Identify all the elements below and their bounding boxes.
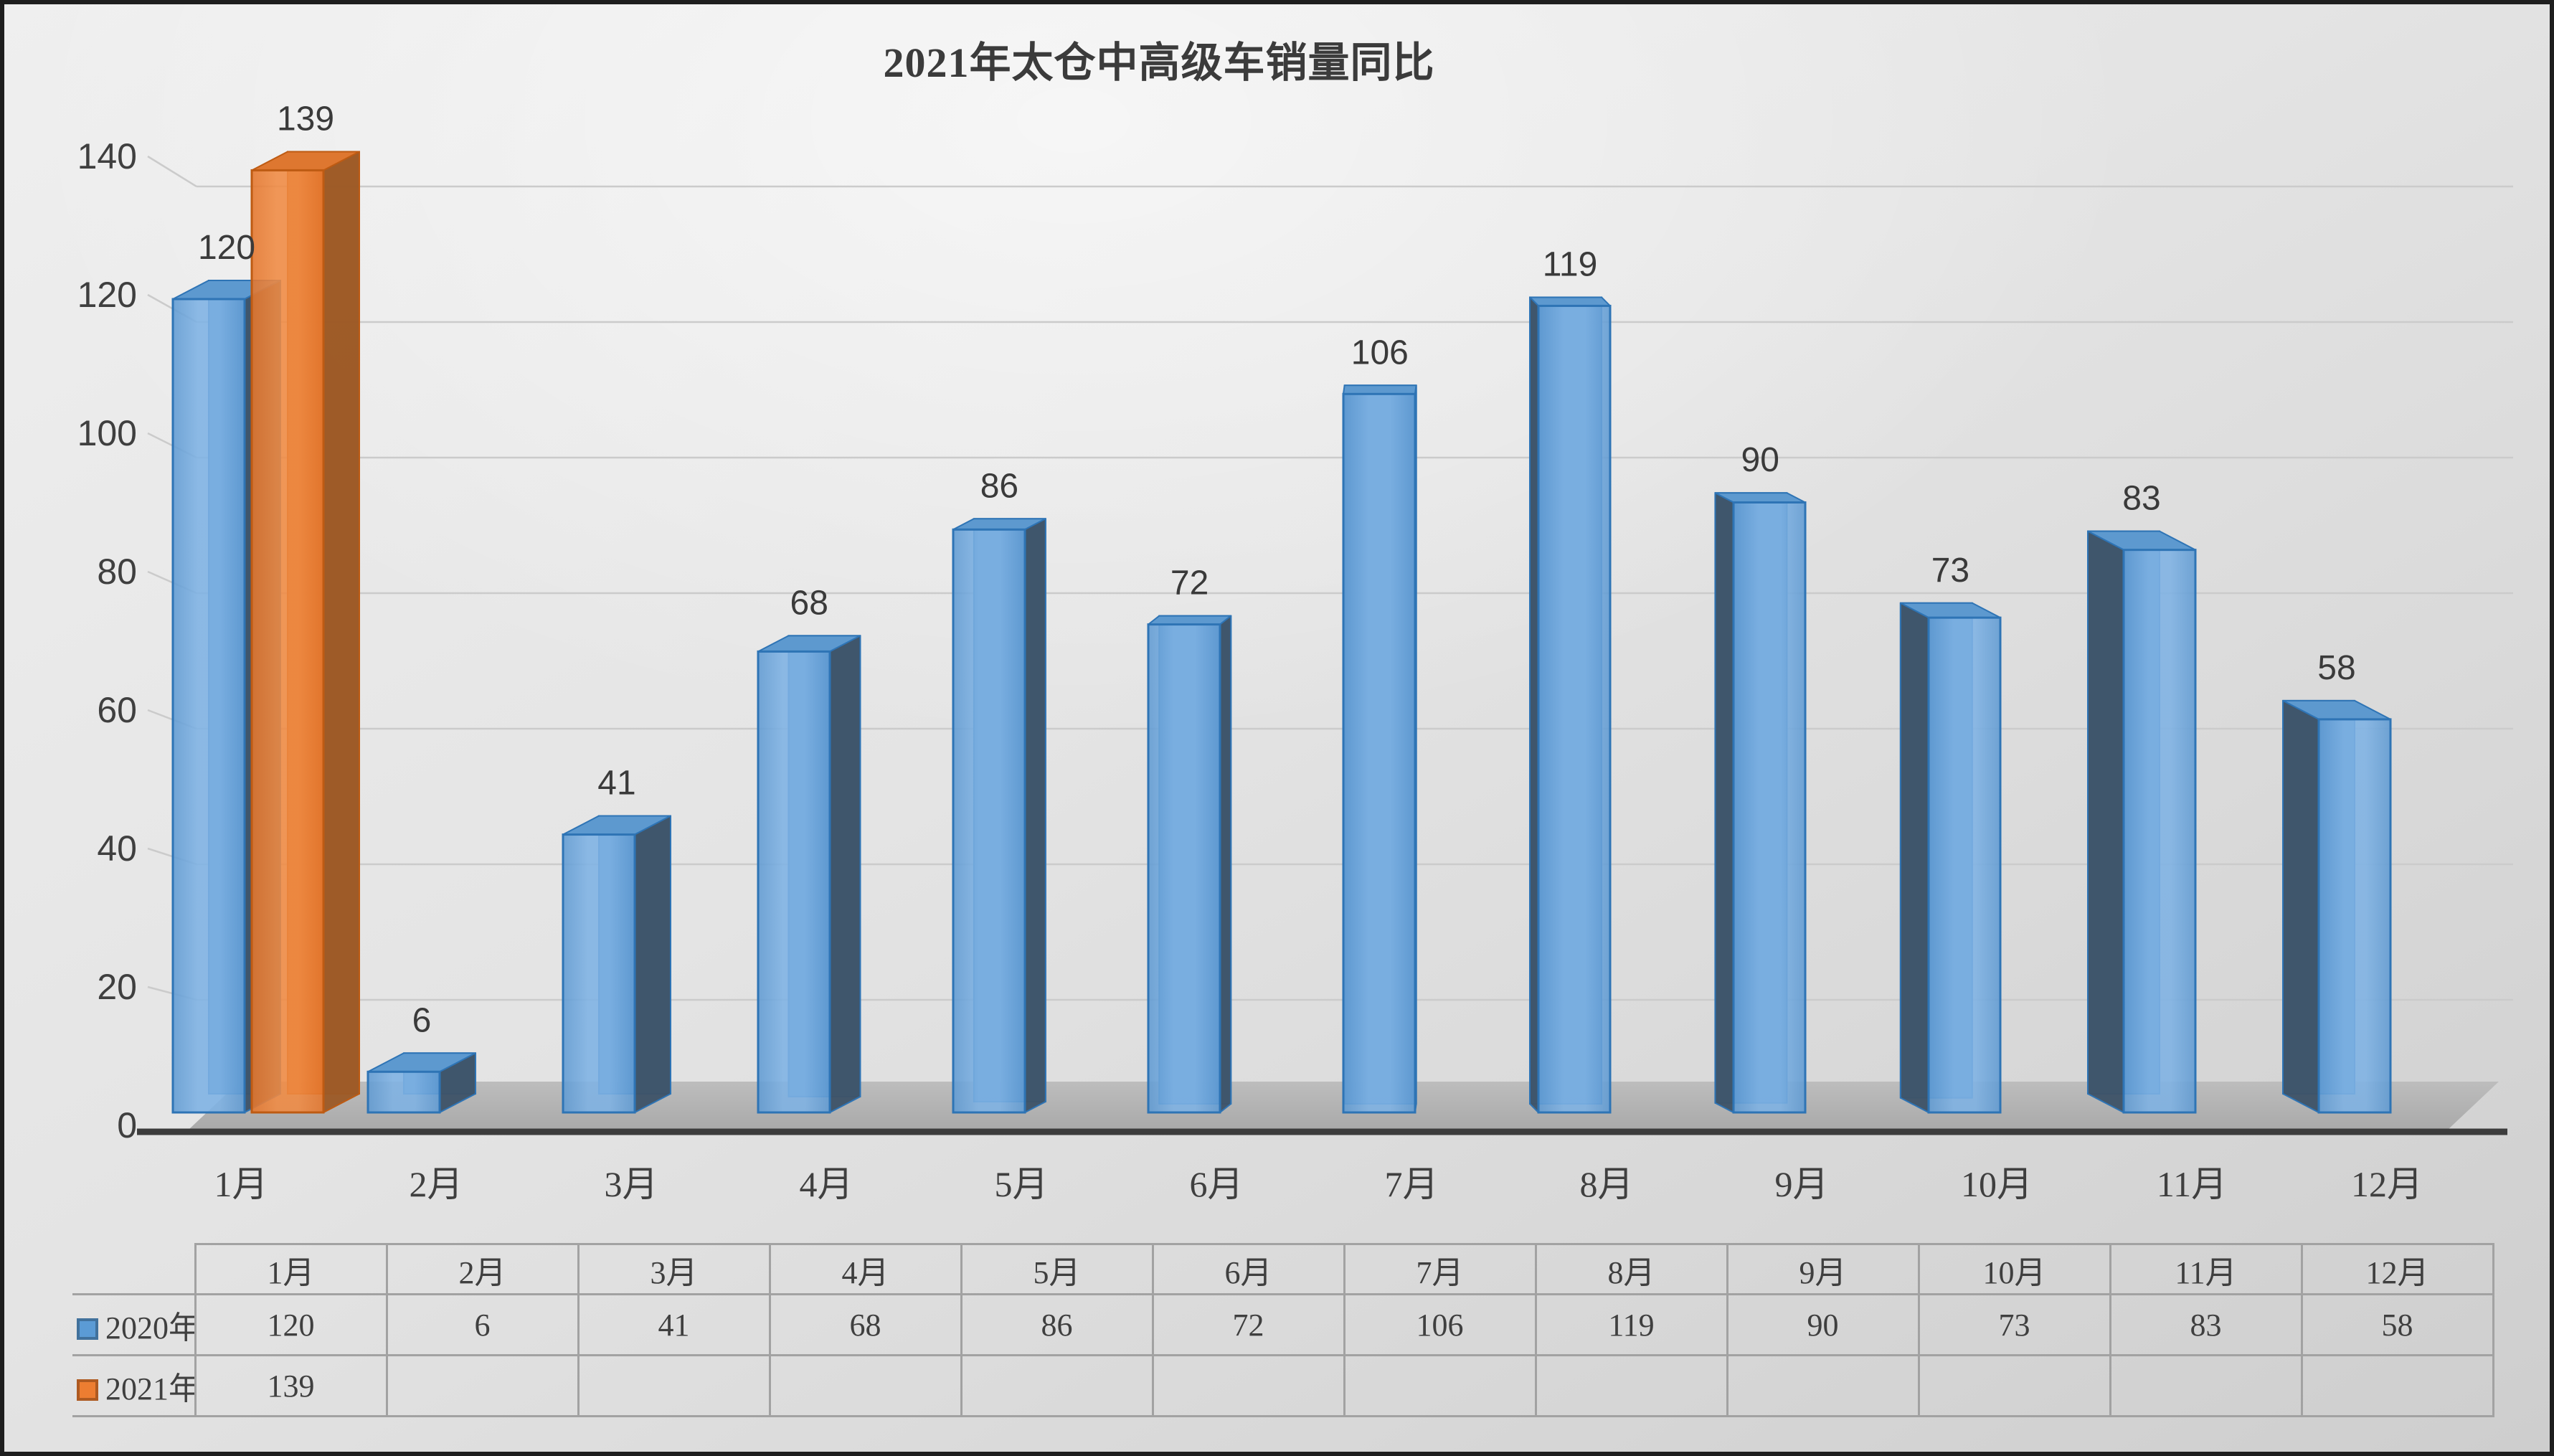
x-tick-label: 12月 (2351, 1164, 2423, 1204)
x-tick-label: 6月 (1190, 1164, 1244, 1204)
x-tick-label: 1月 (214, 1164, 268, 1204)
table-series-header-2021年: 2021年 (72, 1354, 197, 1417)
data-label-2020年-8月: 119 (1543, 245, 1598, 283)
table-value-cell: 41 (577, 1293, 771, 1356)
bar-2020年-8月 (1529, 296, 1612, 1114)
table-value-cell: 86 (960, 1293, 1154, 1356)
x-tick-label: 9月 (1775, 1164, 1829, 1204)
data-label-2020年-12月: 58 (2317, 649, 2355, 687)
table-value-cell (1726, 1354, 1920, 1417)
table-month-header: 5月 (960, 1243, 1154, 1295)
table-value-cell (2300, 1354, 2494, 1417)
y-tick-label: 40 (97, 828, 137, 869)
legend-swatch-2021年 (77, 1379, 98, 1401)
table-value-cell (1343, 1354, 1537, 1417)
table-value-cell: 90 (1726, 1293, 1920, 1356)
chart-data-table: 1月 2月 3月 4月 5月 6月 7月 8月 9月 10月 11月 12月 2020年 120 6 41 68… (72, 1243, 2494, 1417)
data-labels: 120 139 6 41 68 86 72 106 119 90 73 83 58 (198, 100, 2356, 1039)
data-label-2020年-10月: 73 (1931, 552, 1969, 590)
data-label-2020年-4月: 68 (790, 584, 828, 622)
table-month-header: 7月 (1343, 1243, 1537, 1295)
data-label-2020年-11月: 83 (2122, 480, 2160, 518)
table-value-cell (960, 1354, 1154, 1417)
x-axis-labels: 1月 2月 3月 4月 5月 6月 7月 8月 9月 10月 11月 12月 (214, 1164, 2423, 1204)
table-value-cell (768, 1354, 963, 1417)
x-tick-label: 7月 (1385, 1164, 1439, 1204)
data-label-2020年-3月: 41 (597, 765, 635, 803)
y-tick-label: 0 (117, 1105, 137, 1145)
table-value-cell (1534, 1354, 1728, 1417)
data-label-2020年-7月: 106 (1351, 334, 1409, 372)
data-label-2020年-1月: 120 (198, 229, 255, 267)
table-value-cell (2109, 1354, 2303, 1417)
table-month-header: 11月 (2109, 1243, 2303, 1295)
bar-2020年-4月 (757, 635, 861, 1114)
y-tick-label: 140 (77, 136, 137, 176)
bar-2020年-12月 (2282, 699, 2392, 1114)
bar-2021年-1月 (250, 151, 360, 1114)
table-value-cell: 58 (2300, 1293, 2494, 1356)
table-month-header: 8月 (1534, 1243, 1728, 1295)
table-value-cell: 72 (1151, 1293, 1345, 1356)
table-month-header: 4月 (768, 1243, 963, 1295)
table-value-cell (385, 1354, 580, 1417)
table-month-header: 2月 (385, 1243, 580, 1295)
table-value-cell: 119 (1534, 1293, 1728, 1356)
table-value-cell: 68 (768, 1293, 963, 1356)
y-tick-label: 60 (97, 690, 137, 730)
bars (171, 151, 2392, 1114)
table-month-header: 9月 (1726, 1243, 1920, 1295)
x-tick-label: 4月 (800, 1164, 853, 1204)
bar-2020年-6月 (1147, 615, 1232, 1114)
table-value-cell (1917, 1354, 2111, 1417)
bar-2020年-11月 (2087, 530, 2197, 1114)
table-month-header: 1月 (194, 1243, 388, 1295)
x-tick-label: 8月 (1580, 1164, 1634, 1204)
table-value-cell: 139 (194, 1354, 388, 1417)
x-tick-label: 11月 (2157, 1164, 2227, 1204)
y-axis-labels: 0 20 40 60 80 100 120 140 (77, 136, 137, 1145)
legend-swatch-2020年 (77, 1318, 98, 1340)
table-value-cell: 120 (194, 1293, 388, 1356)
x-tick-label: 10月 (1961, 1164, 2033, 1204)
x-tick-label: 3月 (605, 1164, 658, 1204)
table-value-cell: 6 (385, 1293, 580, 1356)
chart-canvas: 0 20 40 60 80 100 120 140 1月 2月 3月 4月 5月 6月 7月 8月 9月 10月… (77, 100, 2513, 1204)
table-month-header: 3月 (577, 1243, 771, 1295)
y-tick-label: 80 (97, 552, 137, 592)
bar-2020年-7月 (1342, 384, 1417, 1114)
bar-2020年-2月 (366, 1052, 476, 1114)
table-month-header: 12月 (2300, 1243, 2494, 1295)
bar-2020年-3月 (562, 815, 671, 1114)
chart-title: 2021年太仓中高级车销量同比 (883, 39, 1435, 86)
bar-2020年-5月 (952, 518, 1046, 1114)
table-corner-cell (72, 1244, 197, 1295)
y-tick-label: 120 (77, 275, 137, 315)
bar-2020年-10月 (1899, 602, 2002, 1114)
data-label-2020年-2月: 6 (412, 1001, 432, 1039)
data-label-2020年-5月: 86 (980, 467, 1018, 505)
table-value-cell: 83 (2109, 1293, 2303, 1356)
x-tick-label: 5月 (995, 1164, 1049, 1204)
y-tick-label: 20 (97, 967, 137, 1007)
table-value-cell (1151, 1354, 1345, 1417)
table-series-header-2020年: 2020年 (72, 1293, 197, 1356)
data-label-2020年-9月: 90 (1741, 441, 1779, 479)
data-label-2020年-6月: 72 (1170, 564, 1209, 602)
table-month-header: 10月 (1917, 1243, 2111, 1295)
table-value-cell: 106 (1343, 1293, 1537, 1356)
table-value-cell (577, 1354, 771, 1417)
data-label-2021年-1月: 139 (277, 100, 334, 138)
table-value-cell: 73 (1917, 1293, 2111, 1356)
y-tick-label: 100 (77, 413, 137, 453)
table-month-header: 6月 (1151, 1243, 1345, 1295)
x-tick-label: 2月 (410, 1164, 463, 1204)
bar-2020年-9月 (1714, 492, 1807, 1114)
